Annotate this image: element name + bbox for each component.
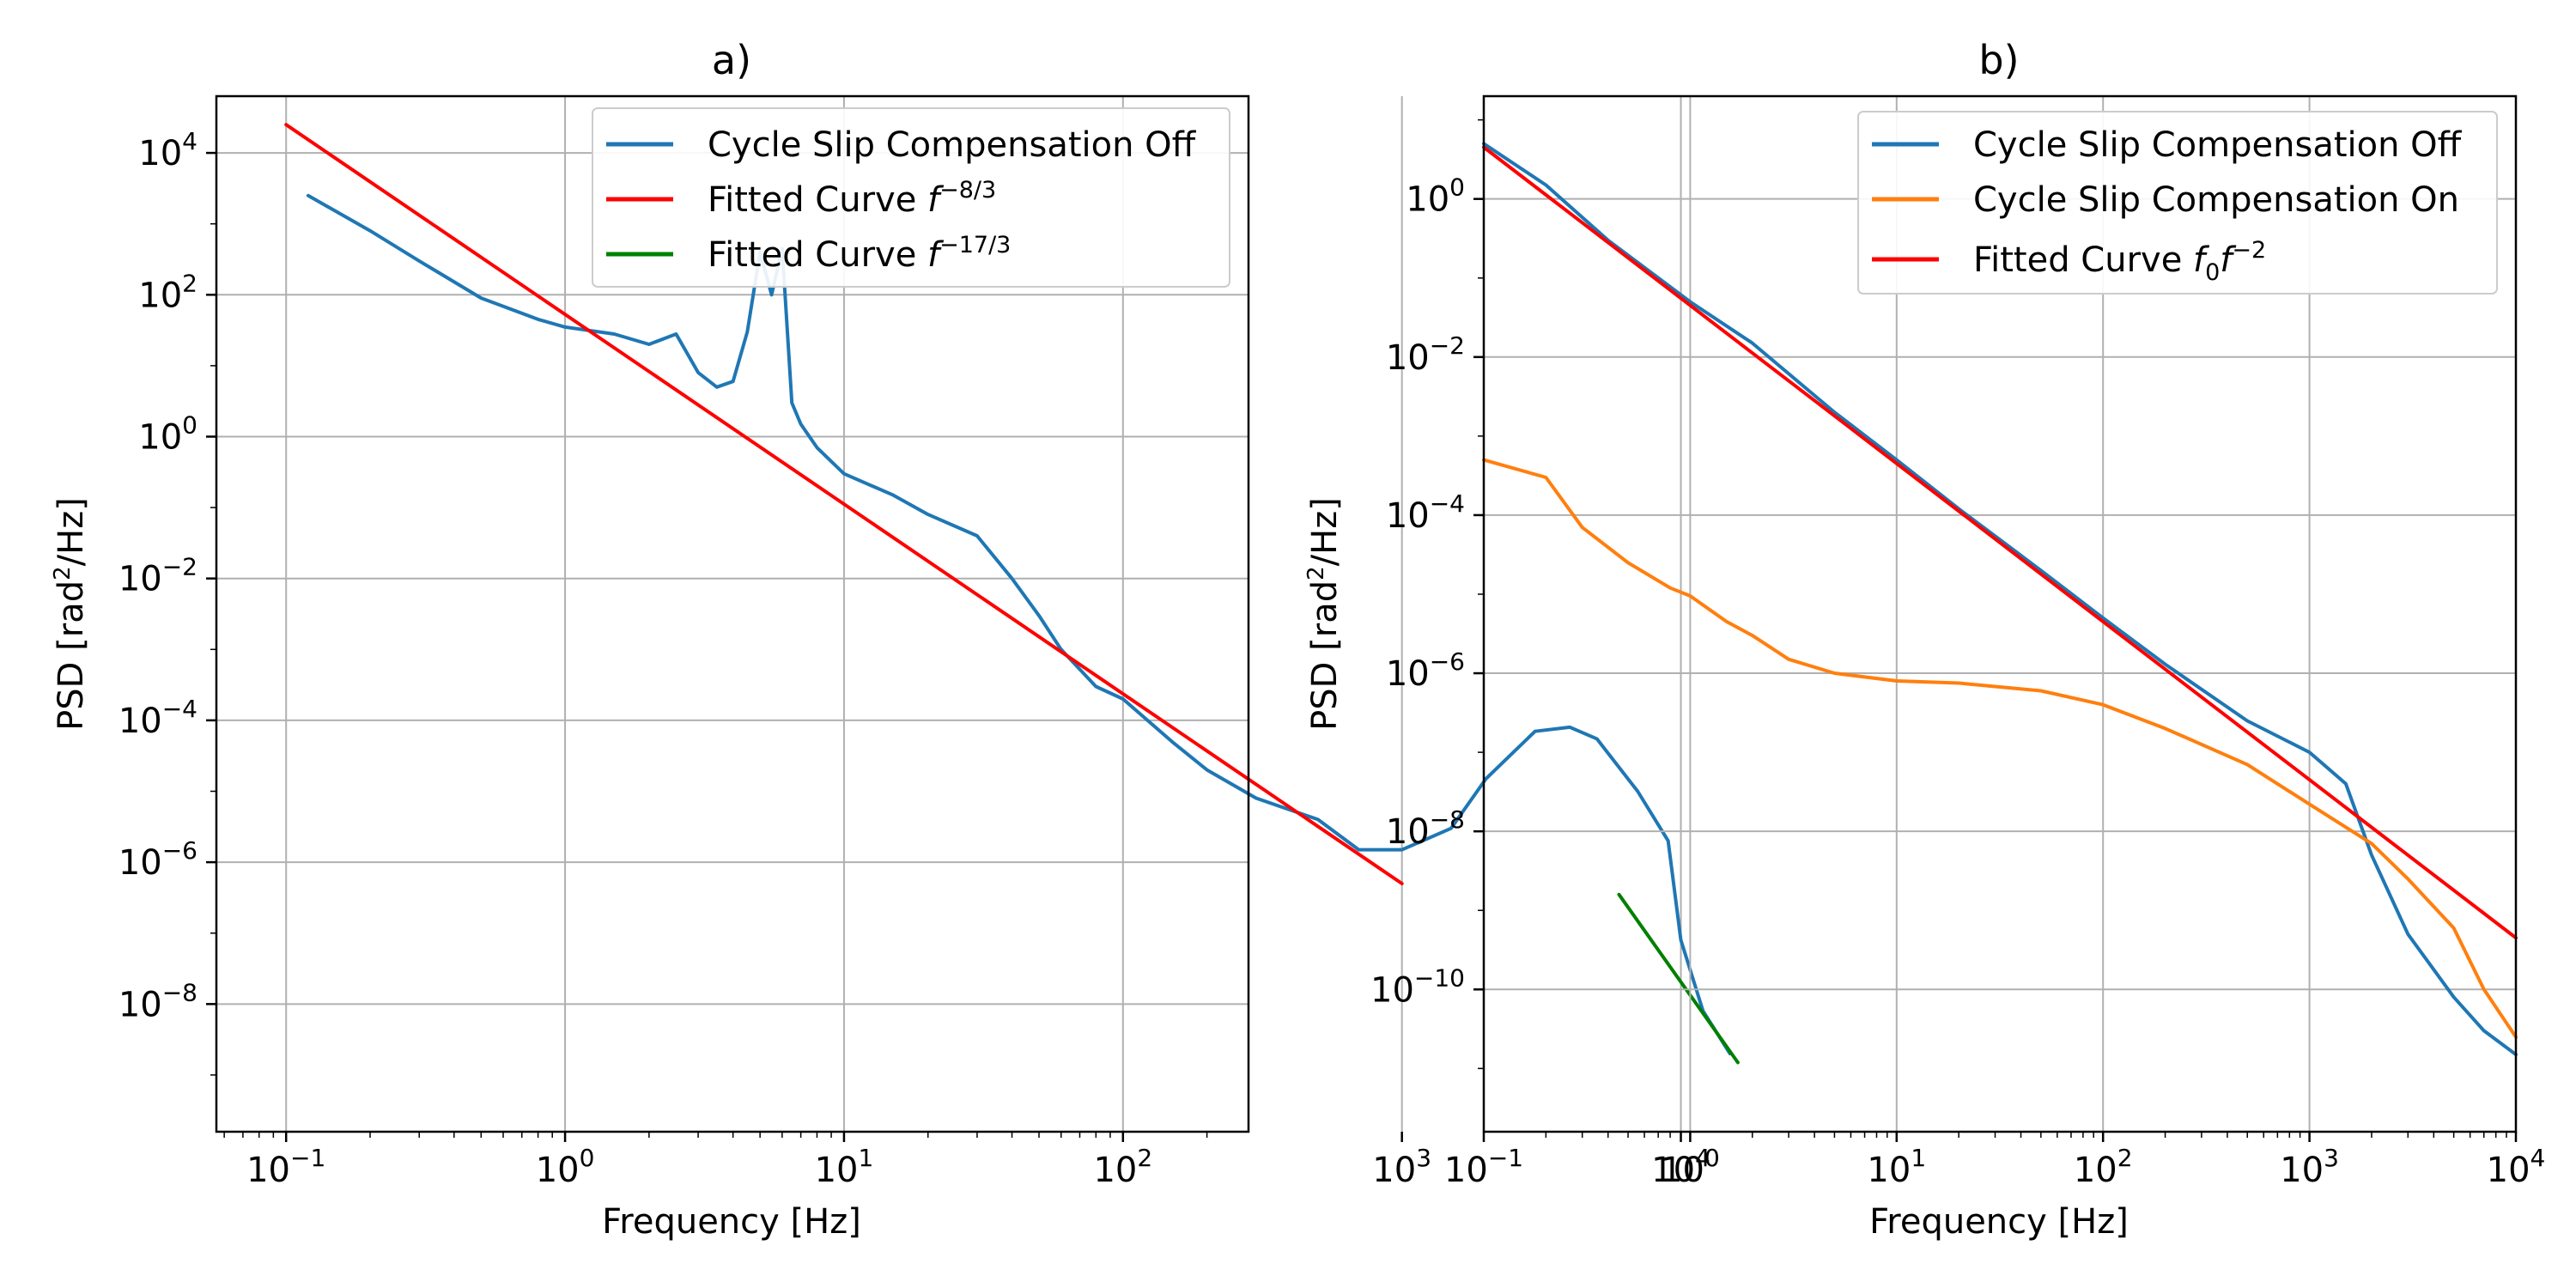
panel-a-x-tick-label-1: 100 — [536, 1144, 595, 1190]
panel-b-legend: Cycle Slip Compensation Off Cycle Slip C… — [1857, 111, 2498, 295]
panel-b-x-tick-label-5: 104 — [2487, 1144, 2546, 1190]
panel-a-y-tick-label-1: 10−6 — [118, 836, 197, 883]
panel-b-y-tick-label-4: 10−2 — [1386, 331, 1465, 378]
panel-b-y-tick-label-0: 10−10 — [1370, 963, 1465, 1010]
panel-b-series-2-line — [1482, 145, 2518, 940]
panel-a-y-axis-label: PSD [rad2/Hz] — [50, 497, 91, 731]
panel-a-series-2-line — [1617, 892, 1740, 1065]
panel-b-x-ticks: 10−1 100 101 102 103 104 — [1444, 1132, 2545, 1190]
legend-b-label-2: Fitted Curve f0f−2 — [1973, 237, 2266, 286]
panel-a-y-tick-label-4: 100 — [138, 410, 197, 457]
panel-a-y-tick-label-3: 10−2 — [118, 553, 197, 599]
panel-a-series-1-line — [284, 123, 1404, 885]
panel-b-legend-box — [1857, 111, 2498, 295]
panel-a-x-tick-label-4: 103 — [1372, 1144, 1431, 1190]
legend-a-label-0: Cycle Slip Compensation Off — [708, 125, 1197, 165]
legend-a-label-1: Fitted Curve f−8/3 — [708, 177, 996, 220]
panel-b-x-tick-label-3: 102 — [2074, 1144, 2133, 1190]
panel-b-y-tick-label-5: 100 — [1406, 173, 1465, 220]
panel-a-x-tick-label-2: 101 — [815, 1144, 874, 1190]
legend-b-label-0: Cycle Slip Compensation Off — [1973, 125, 2463, 165]
panel-a-x-ticks: 10−1 100 101 102 103 104 — [223, 1132, 1710, 1190]
panel-a-y-tick-label-6: 104 — [138, 127, 197, 173]
panel-b-y-ticks: 10−10 10−8 10−6 10−4 10−2 100 — [1370, 118, 1484, 1070]
panel-b-x-tick-label-2: 101 — [1867, 1144, 1926, 1190]
panel-b-series-0-line — [1482, 142, 2518, 1057]
panel-b-x-tick-label-0: 10−1 — [1444, 1144, 1523, 1190]
panel-a-x-axis-label: Frequency [Hz] — [602, 1202, 861, 1242]
panel-b-series-1-line — [1482, 458, 2518, 1039]
panel-a-series — [284, 123, 1740, 1065]
panel-b-title: b) — [1978, 37, 2019, 83]
panel-b-y-tick-label-3: 10−4 — [1386, 489, 1465, 536]
panel-b-axes-frame — [1482, 94, 2518, 1133]
panel-a-y-tick-label-5: 102 — [138, 269, 197, 315]
panel-a-x-tick-label-0: 10−1 — [246, 1144, 325, 1190]
panel-b-series — [1482, 142, 2518, 1057]
panel-b-y-axis-label: PSD [rad2/Hz] — [1303, 497, 1345, 731]
panel-b-y-tick-label-1: 10−8 — [1386, 805, 1465, 852]
panel-b-x-axis-label: Frequency [Hz] — [1869, 1202, 2129, 1242]
panel-b-x-tick-label-1: 100 — [1661, 1144, 1720, 1190]
panel-a-legend-box — [592, 107, 1230, 288]
panel-a-x-tick-label-5: 104 — [1651, 1144, 1710, 1190]
panel-a-y-tick-label-0: 10−8 — [118, 978, 197, 1024]
panel-a-legend: Cycle Slip Compensation Off Fitted Curve… — [592, 107, 1230, 288]
legend-b-label-1: Cycle Slip Compensation On — [1973, 180, 2459, 220]
panel-b-chart: b) 10−1 100 101 102 103 104 10−10 10−8 10−6 10−4… — [1303, 37, 2545, 1242]
panel-a-x-tick-label-3: 102 — [1093, 1144, 1152, 1190]
panel-b-y-tick-label-2: 10−6 — [1386, 647, 1465, 694]
panel-a-chart: a) 10−1 100 101 102 103 104 10−810−610−410−21… — [50, 37, 1740, 1242]
panel-a-y-tick-label-2: 10−4 — [118, 695, 197, 741]
panel-b-x-tick-label-4: 103 — [2280, 1144, 2339, 1190]
panel-a-y-ticks: 10−8 10−6 10−4 10−2 100 102 104 — [118, 127, 216, 1076]
panel-a-series-0-line — [306, 193, 1732, 1056]
panel-a-title: a) — [712, 37, 751, 83]
